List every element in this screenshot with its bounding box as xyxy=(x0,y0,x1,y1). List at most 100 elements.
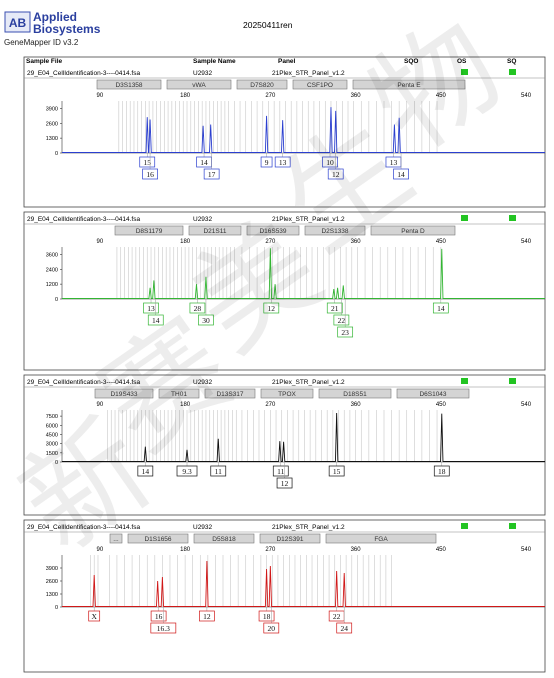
allele-call[interactable]: 12 xyxy=(276,462,293,489)
marker-label: D3S1358 xyxy=(115,82,142,89)
allele-call[interactable]: 18 xyxy=(258,607,275,622)
x-tick-label: 540 xyxy=(521,239,532,245)
trace-line xyxy=(62,248,545,299)
marker-d8s1179[interactable]: D8S1179 xyxy=(114,225,184,236)
marker-csf1po[interactable]: CSF1PO xyxy=(292,79,348,90)
allele-call[interactable]: 16 xyxy=(150,607,167,622)
allele-call[interactable]: 11 xyxy=(210,462,227,477)
trace-line xyxy=(62,560,545,607)
marker-d5s818[interactable]: D5S818 xyxy=(193,533,255,544)
allele-label: 28 xyxy=(194,304,202,313)
allele-call[interactable]: 14 xyxy=(196,153,212,168)
panel-frame xyxy=(23,56,546,208)
allele-label: 14 xyxy=(200,158,208,167)
allele-label: 22 xyxy=(333,612,341,621)
marker-vwa[interactable]: vWA xyxy=(166,79,232,90)
allele-call[interactable]: 10 xyxy=(322,153,338,168)
allele-label: 20 xyxy=(268,624,276,633)
allele-call[interactable]: 14 xyxy=(432,299,449,314)
y-tick-label: 1500 xyxy=(46,451,58,457)
allele-bins xyxy=(116,247,442,299)
marker-label: FGA xyxy=(374,536,388,543)
run-name: 20250411ren xyxy=(243,20,293,30)
allele-label: 12 xyxy=(332,170,340,179)
allele-call[interactable]: 28 xyxy=(189,299,206,314)
allele-label: 23 xyxy=(341,328,349,337)
marker-label: D2S1338 xyxy=(321,228,348,235)
allele-call[interactable]: 20 xyxy=(263,607,280,634)
marker-d2s1338[interactable]: D2S1338 xyxy=(304,225,366,236)
marker-d21s11[interactable]: D21S11 xyxy=(188,225,242,236)
allele-call[interactable]: 30 xyxy=(198,299,214,326)
x-tick-label: 360 xyxy=(351,402,362,408)
allele-label: 11 xyxy=(215,467,222,476)
y-tick-label: 4500 xyxy=(46,432,58,438)
marker-d18s51[interactable]: D18S51 xyxy=(318,388,392,399)
allele-call[interactable]: 12 xyxy=(263,299,280,314)
sample-name: U2932 xyxy=(193,216,213,223)
allele-call[interactable]: 14 xyxy=(137,462,154,477)
marker-label: D12S391 xyxy=(276,536,303,543)
allele-call[interactable]: 9.3 xyxy=(176,462,198,477)
allele-label: 13 xyxy=(147,304,155,313)
y-tick-label: 7500 xyxy=(46,414,58,420)
marker--[interactable]: ... xyxy=(109,533,123,544)
allele-call[interactable]: 12 xyxy=(199,607,215,622)
sq-flag xyxy=(509,378,516,384)
marker-d12s391[interactable]: D12S391 xyxy=(259,533,321,544)
marker-d16s539[interactable]: D16S539 xyxy=(246,225,300,236)
allele-call[interactable]: 16 xyxy=(142,153,158,180)
allele-call[interactable]: 16.3 xyxy=(150,607,177,634)
y-tick-label: 0 xyxy=(55,605,58,611)
allele-call[interactable]: 23 xyxy=(337,299,354,338)
allele-call[interactable]: 14 xyxy=(393,153,409,180)
sample-name: U2932 xyxy=(193,524,213,531)
allele-call[interactable]: 21 xyxy=(326,299,343,314)
marker-label: D16S539 xyxy=(259,228,286,235)
allele-call[interactable]: 17 xyxy=(203,153,220,180)
marker-d13s317[interactable]: D13S317 xyxy=(204,388,256,399)
col-sq: SQ xyxy=(507,58,516,65)
allele-label: 13 xyxy=(279,158,287,167)
marker-d1s1656[interactable]: D1S1656 xyxy=(127,533,189,544)
allele-label: 18 xyxy=(263,612,271,621)
marker-penta-d[interactable]: Penta D xyxy=(370,225,456,236)
panel-name: 21Plex_STR_Panel_v1.2 xyxy=(272,216,345,223)
sample-file-name: 29_E04_CellIdentification-3----0414.fsa xyxy=(27,524,140,531)
allele-call[interactable]: 24 xyxy=(336,607,353,634)
col-sqo: SQO xyxy=(404,58,418,65)
allele-call[interactable]: 9 xyxy=(260,153,273,168)
marker-d7s820[interactable]: D7S820 xyxy=(236,79,288,90)
os-flag xyxy=(461,378,468,384)
allele-call[interactable]: 18 xyxy=(433,462,450,477)
marker-d6s1043[interactable]: D6S1043 xyxy=(396,388,470,399)
panel-black: 29_E04_CellIdentification-3----0414.fsa U… xyxy=(23,374,546,516)
allele-call[interactable]: 13 xyxy=(143,299,159,314)
allele-call[interactable]: 12 xyxy=(327,153,344,180)
allele-label: 12 xyxy=(281,479,289,488)
marker-penta-e[interactable]: Penta E xyxy=(352,79,466,90)
allele-call[interactable]: 15 xyxy=(139,153,156,168)
allele-call[interactable]: 22 xyxy=(328,607,345,622)
allele-label: 12 xyxy=(203,612,211,621)
allele-call[interactable]: X xyxy=(88,607,101,622)
marker-fga[interactable]: FGA xyxy=(325,533,437,544)
marker-label: TPOX xyxy=(278,391,296,398)
x-tick-label: 360 xyxy=(351,93,362,99)
x-tick-label: 540 xyxy=(521,93,532,99)
marker-d3s1358[interactable]: D3S1358 xyxy=(96,79,162,90)
sq-flag xyxy=(509,215,516,221)
allele-call[interactable]: 14 xyxy=(147,299,164,326)
y-tick-label: 6000 xyxy=(46,423,58,429)
marker-th01[interactable]: TH01 xyxy=(158,388,200,399)
marker-tpox[interactable]: TPOX xyxy=(260,388,314,399)
marker-d19s433[interactable]: D19S433 xyxy=(94,388,154,399)
x-tick-label: 450 xyxy=(436,239,447,245)
allele-call[interactable]: 22 xyxy=(333,299,350,326)
marker-label: D18S51 xyxy=(343,391,367,398)
allele-call[interactable]: 11 xyxy=(272,462,289,477)
allele-call[interactable]: 15 xyxy=(328,462,345,477)
allele-label: 14 xyxy=(397,170,405,179)
allele-call[interactable]: 13 xyxy=(274,153,291,168)
